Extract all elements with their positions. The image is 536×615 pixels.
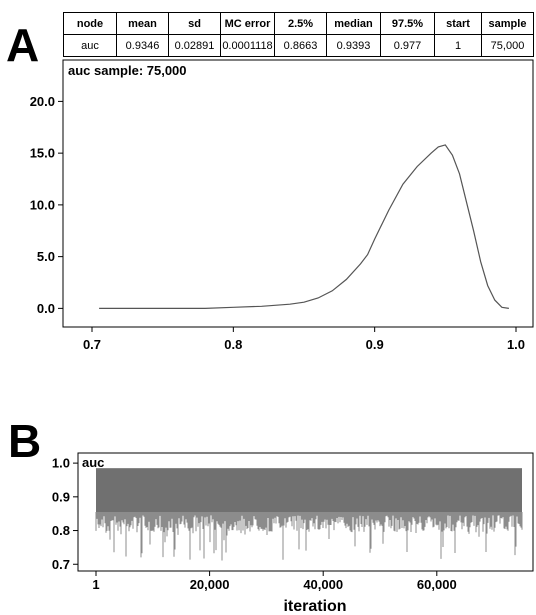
trace-x-axis-label: iteration	[283, 598, 346, 615]
stats-value-row: auc 0.9346 0.02891 0.0001118 0.8663 0.93…	[63, 34, 534, 57]
trace-y-tick-label: 0.9	[52, 489, 70, 504]
density-x-tick-label: 0.8	[224, 337, 242, 352]
stats-value-cell: 0.02891	[168, 34, 221, 57]
density-x-tick-label: 0.9	[366, 337, 384, 352]
trace-y-tick-label: 0.7	[52, 557, 70, 572]
density-y-tick-label: 5.0	[37, 249, 55, 264]
density-y-tick-label: 0.0	[37, 301, 55, 316]
trace-x-tick-label: 1	[92, 577, 99, 592]
density-y-axis: 0.0 5.0 10.0 15.0 20.0	[30, 94, 63, 316]
trace-plot-frame	[77, 452, 534, 572]
density-x-tick-label: 1.0	[507, 337, 525, 352]
density-y-tick-label: 20.0	[30, 94, 55, 109]
stats-value-cell: 0.9346	[116, 34, 169, 57]
trace-chart: auc 0.7 0.8 0.9 1.0 1 20,000 40,000 60,000 ite…	[52, 452, 534, 615]
trace-x-tick-label: 60,000	[417, 577, 457, 592]
panel-label-a: A	[6, 19, 40, 71]
trace-series	[95, 468, 523, 561]
stats-header-cell: sample	[481, 12, 534, 35]
density-x-tick-label: 0.7	[83, 337, 101, 352]
stats-header-cell: MC error	[220, 12, 275, 35]
stats-value-cell: auc	[63, 34, 117, 57]
density-plot-frame	[62, 59, 534, 328]
stats-header-cell: node	[63, 12, 117, 35]
density-x-axis: 0.7 0.8 0.9 1.0	[83, 327, 525, 352]
trace-band	[96, 468, 522, 512]
stats-value-cell: 0.8663	[274, 34, 327, 57]
density-y-tick-label: 15.0	[30, 146, 55, 161]
density-chart-title: auc sample: 75,000	[68, 63, 187, 78]
density-y-tick-label: 10.0	[30, 197, 55, 212]
stats-value-cell: 0.977	[380, 34, 435, 57]
stats-value-cell: 0.0001118	[220, 34, 275, 57]
stats-header-row: node mean sd MC error 2.5% median 97.5% …	[63, 12, 534, 35]
trace-spikes	[95, 512, 523, 561]
panel-label-b: B	[8, 415, 42, 467]
trace-chart-title: auc	[82, 455, 104, 470]
stats-header-cell: 2.5%	[274, 12, 327, 35]
trace-y-axis: 0.7 0.8 0.9 1.0	[52, 456, 78, 572]
density-series-line	[99, 144, 509, 309]
trace-y-tick-label: 0.8	[52, 523, 70, 538]
stats-value-cell: 75,000	[481, 34, 534, 57]
trace-x-tick-label: 40,000	[303, 577, 343, 592]
trace-x-tick-label: 20,000	[190, 577, 230, 592]
density-chart: auc sample: 75,000 0.0 5.0 10.0 15.0 20.0 0.…	[30, 59, 534, 352]
stats-value-cell: 0.9393	[326, 34, 381, 57]
summary-stats-table: node mean sd MC error 2.5% median 97.5% …	[63, 12, 534, 57]
trace-x-axis: 1 20,000 40,000 60,000	[92, 571, 457, 592]
trace-y-tick-label: 1.0	[52, 456, 70, 471]
